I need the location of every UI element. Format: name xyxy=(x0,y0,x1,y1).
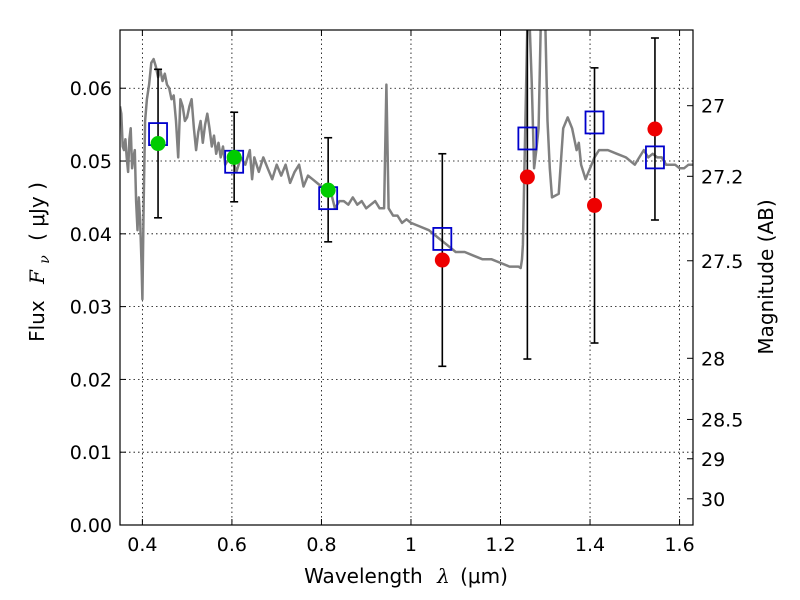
y-axis-label-unit: ( μJy ) xyxy=(25,182,49,241)
model-photometry-square xyxy=(517,126,538,151)
x-tick-label: 1 xyxy=(405,534,417,556)
x-axis-label-symbol: λ xyxy=(436,564,450,588)
x-axis-label-prefix: Wavelength xyxy=(304,564,423,588)
plot-background xyxy=(120,30,693,525)
x-tick-label: 0.6 xyxy=(217,534,247,556)
y-tick-label: 0.02 xyxy=(70,369,112,391)
y-axis-label-subscript: ν xyxy=(37,255,53,264)
plot-area xyxy=(120,30,693,368)
x-tick-label: 1.6 xyxy=(664,534,694,556)
observed-photometry-point xyxy=(647,121,663,137)
y-tick-label: 0.01 xyxy=(70,442,112,464)
y-tick-label: 0.05 xyxy=(70,151,112,173)
model-photometry-square xyxy=(645,145,665,170)
x-axis-label: Wavelength λ (μm) xyxy=(304,564,508,588)
observed-photometry-point xyxy=(320,182,336,198)
y2-tick-label: 29 xyxy=(701,449,725,471)
y2-tick-label: 28 xyxy=(701,348,725,370)
x-tick-label: 0.4 xyxy=(127,534,157,556)
model-photometry-square xyxy=(584,110,605,135)
y-tick-label: 0.03 xyxy=(70,297,112,319)
observed-photometry-point xyxy=(587,197,603,213)
y-axis-label: Flux F ν ( μJy ) xyxy=(25,182,54,342)
y2-tick-label: 27 xyxy=(701,96,725,118)
observed-photometry-points xyxy=(150,121,663,268)
plot-frame xyxy=(119,29,694,526)
model-photometry-square xyxy=(432,227,453,251)
y2-axis-label: Magnitude (AB) xyxy=(754,199,778,354)
y-tick-label: 0.04 xyxy=(70,224,112,246)
y2-axis-ticks: 27 27.2 27.5 28 28.5 29 30 xyxy=(687,96,743,511)
x-axis-label-unit: (μm) xyxy=(460,564,508,588)
y-axis-label-symbol: F xyxy=(25,269,49,285)
y2-tick-label: 28.5 xyxy=(701,409,743,431)
observed-photometry-point xyxy=(519,169,535,185)
x-tick-label: 1.2 xyxy=(485,534,515,556)
y-axis-label-prefix: Flux xyxy=(25,300,49,342)
observed-photometry-point xyxy=(434,252,450,268)
y2-tick-label: 27.2 xyxy=(701,166,743,188)
x-axis-ticks: 0.4 0.6 0.8 1 1.2 1.4 1.6 xyxy=(127,30,695,556)
observed-photometry-point xyxy=(226,149,242,165)
y2-tick-label: 27.5 xyxy=(701,251,743,273)
observed-photometry-point xyxy=(150,136,166,152)
y-tick-label: 0.06 xyxy=(70,78,112,100)
x-tick-label: 0.8 xyxy=(306,534,336,556)
model-spectrum-line xyxy=(120,30,693,301)
y2-tick-label: 30 xyxy=(701,489,725,511)
y-tick-label: 0.00 xyxy=(70,515,112,537)
y-axis-ticks: 0.00 0.01 0.02 0.03 0.04 0.05 0.06 xyxy=(70,78,126,537)
x-tick-label: 1.4 xyxy=(575,534,605,556)
